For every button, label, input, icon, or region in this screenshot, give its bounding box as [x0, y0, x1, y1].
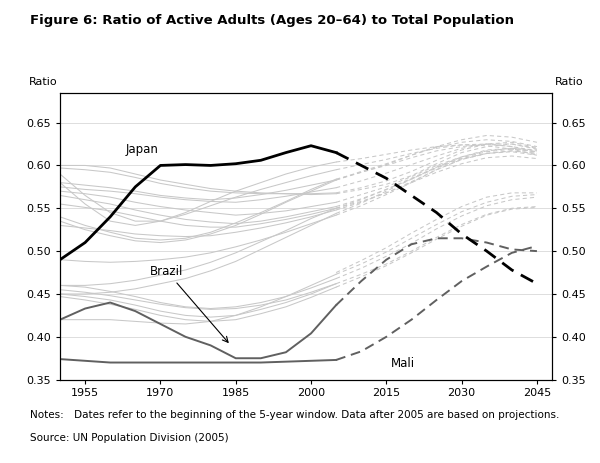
Text: Ratio: Ratio [554, 77, 583, 87]
Text: Mali: Mali [391, 357, 415, 370]
Text: Source: UN Population Division (2005): Source: UN Population Division (2005) [30, 433, 229, 443]
Text: Ratio: Ratio [29, 77, 58, 87]
Text: Notes: Dates refer to the beginning of the 5-year window. Data after 2005 are ba: Notes: Dates refer to the beginning of t… [30, 410, 559, 420]
Text: Figure 6: Ratio of Active Adults (Ages 20–64) to Total Population: Figure 6: Ratio of Active Adults (Ages 2… [30, 14, 514, 27]
Text: Brazil: Brazil [151, 265, 228, 342]
Text: Japan: Japan [125, 144, 158, 156]
